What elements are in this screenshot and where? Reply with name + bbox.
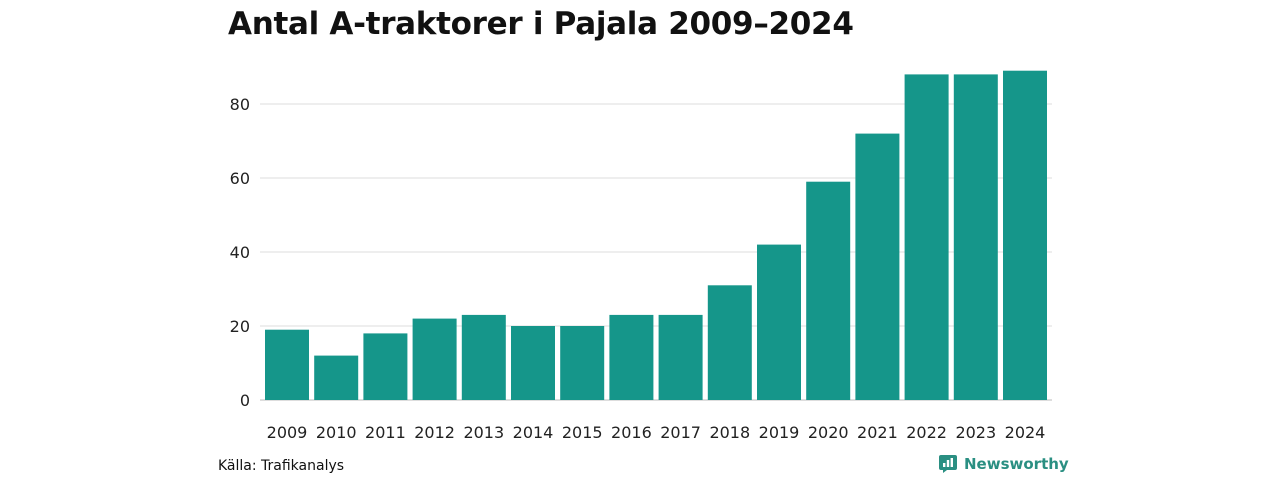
bar-2016 (609, 314, 654, 400)
chart-title: Antal A-traktorer i Pajala 2009–2024 (228, 6, 854, 42)
bar-2012 (412, 318, 457, 400)
x-tick-label: 2012 (414, 423, 455, 442)
x-axis-labels: 2009 2010 2011 2012 2013 2014 2015 2016 2017 2018… (267, 423, 1046, 442)
bar-2017 (658, 314, 703, 400)
x-tick-label: 2023 (955, 423, 996, 442)
x-tick-label: 2015 (562, 423, 603, 442)
y-tick-label: 20 (230, 317, 250, 336)
bar-2023 (953, 74, 998, 401)
bar-2011 (363, 333, 408, 400)
x-tick-label: 2017 (660, 423, 701, 442)
x-tick-label: 2009 (267, 423, 308, 442)
bar-2013 (461, 314, 506, 400)
bar-2024 (1003, 70, 1047, 400)
x-tick-label: 2020 (808, 423, 849, 442)
source-note: Källa: Trafikanalys (218, 458, 345, 474)
brand-name: Newsworthy (964, 455, 1069, 473)
x-tick-label: 2018 (709, 423, 750, 442)
bar-2014 (511, 326, 555, 400)
y-tick-label: 40 (230, 243, 250, 262)
x-tick-label: 2024 (1005, 423, 1046, 442)
y-axis-labels: 0 20 40 60 80 (230, 95, 250, 410)
x-tick-label: 2022 (906, 423, 947, 442)
y-tick-label: 80 (230, 95, 250, 114)
bar-2021 (855, 133, 900, 400)
bar-2009 (265, 329, 309, 400)
bar-2010 (314, 355, 359, 400)
x-tick-label: 2021 (857, 423, 898, 442)
newsworthy-logo-icon (939, 455, 957, 473)
x-tick-label: 2010 (316, 423, 357, 442)
bar-2019 (757, 244, 801, 400)
x-tick-label: 2013 (463, 423, 504, 442)
bar-2020 (806, 181, 851, 400)
x-tick-label: 2019 (759, 423, 800, 442)
y-tick-label: 60 (230, 169, 250, 188)
y-tick-label: 0 (240, 391, 250, 410)
bars (265, 70, 1047, 401)
brand-logo: Newsworthy (938, 454, 1069, 474)
bar-2015 (560, 326, 605, 400)
bar-2022 (904, 74, 949, 401)
x-tick-label: 2014 (513, 423, 554, 442)
x-tick-label: 2016 (611, 423, 652, 442)
bar-2018 (707, 285, 752, 400)
x-tick-label: 2011 (365, 423, 406, 442)
